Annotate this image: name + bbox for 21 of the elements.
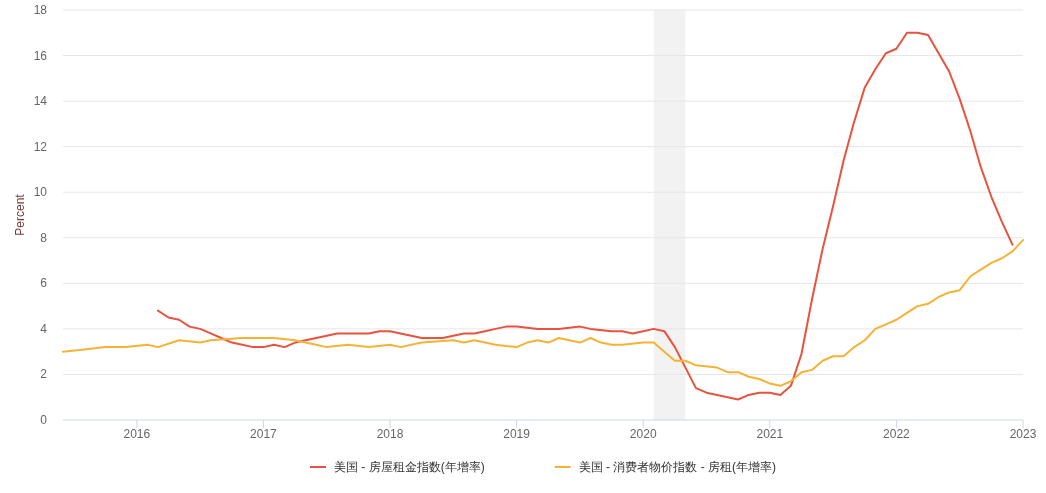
y-tick-label: 12 [33,139,48,154]
y-tick-label: 4 [40,321,48,336]
y-tick-label: 8 [40,230,48,245]
y-tick-label: 2 [40,367,48,382]
x-tick-label: 2019 [503,427,531,441]
y-tick-label: 18 [33,3,48,17]
legend-label: 美国 - 消费者物价指数 - 房租(年增率) [578,460,776,474]
x-tick-label: 2023 [1009,427,1037,441]
y-axis-title: Percent [13,193,27,236]
legend-label: 美国 - 房屋租金指数(年增率) [334,460,485,474]
y-tick-label: 14 [33,94,48,109]
y-tick-label: 10 [33,185,48,200]
y-tick-label: 6 [40,276,48,291]
x-tick-label: 2017 [250,427,278,441]
x-tick-label: 2016 [123,427,151,441]
y-tick-label: 16 [33,48,48,63]
x-tick-label: 2018 [376,427,404,441]
x-tick-label: 2021 [756,427,784,441]
x-tick-label: 2020 [629,427,657,441]
x-tick-label: 2022 [883,427,911,441]
y-tick-label: 0 [40,413,48,427]
